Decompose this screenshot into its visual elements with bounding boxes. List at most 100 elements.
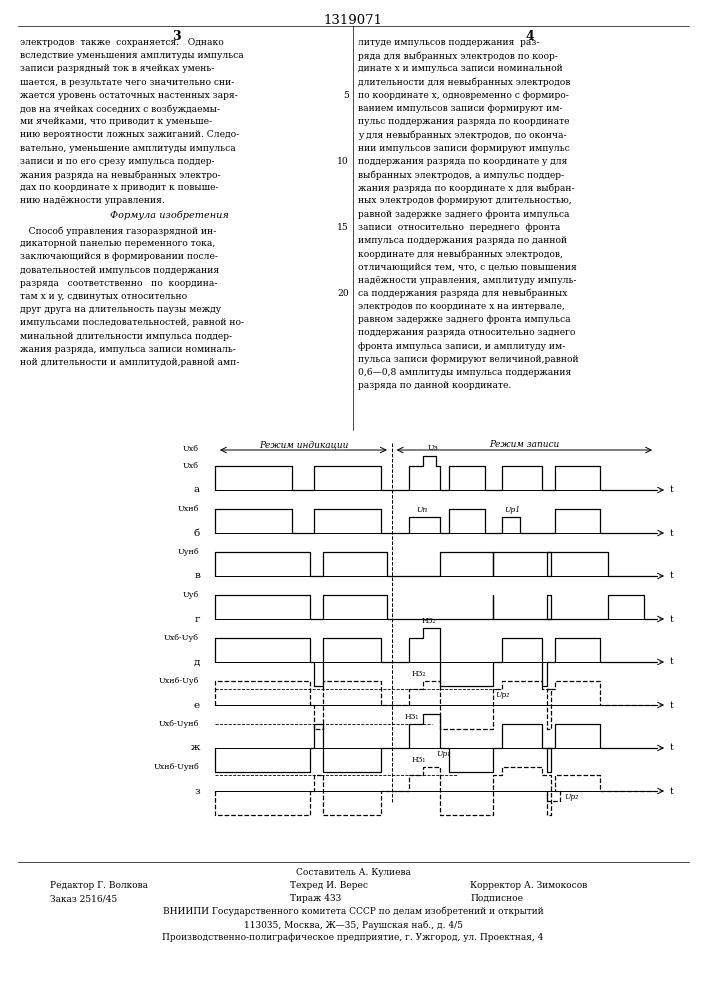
Text: дах по координате x приводит к повыше-: дах по координате x приводит к повыше- bbox=[20, 183, 218, 192]
Text: фронта импульса записи, и амплитуду им-: фронта импульса записи, и амплитуду им- bbox=[358, 342, 566, 351]
Text: 5: 5 bbox=[343, 91, 349, 100]
Text: Uр1: Uр1 bbox=[505, 506, 520, 514]
Text: пульс поддержания разряда по координате: пульс поддержания разряда по координате bbox=[358, 117, 570, 126]
Text: в: в bbox=[194, 572, 200, 580]
Text: 4: 4 bbox=[525, 30, 534, 43]
Text: довательностей импульсов поддержания: довательностей импульсов поддержания bbox=[20, 266, 219, 275]
Text: координате для невыбранных электродов,: координате для невыбранных электродов, bbox=[358, 249, 563, 259]
Text: е: е bbox=[194, 700, 200, 710]
Text: 0,6—0,8 амплитуды импульса поддержания: 0,6—0,8 амплитуды импульса поддержания bbox=[358, 368, 571, 377]
Text: записи разрядный ток в ячейках умень-: записи разрядный ток в ячейках умень- bbox=[20, 64, 214, 73]
Text: по координате x, одновременно с формиро-: по координате x, одновременно с формиро- bbox=[358, 91, 569, 100]
Text: Un: Un bbox=[416, 506, 427, 514]
Text: длительности для невыбранных электродов: длительности для невыбранных электродов bbox=[358, 78, 571, 87]
Text: НЗ₁: НЗ₁ bbox=[405, 713, 419, 721]
Text: t: t bbox=[670, 700, 674, 710]
Text: импульсами последовательностей, равной но-: импульсами последовательностей, равной н… bbox=[20, 318, 244, 327]
Text: Uр₂: Uр₂ bbox=[564, 793, 578, 801]
Text: а: а bbox=[194, 486, 200, 494]
Text: 1319071: 1319071 bbox=[324, 14, 382, 27]
Text: разряда по данной координате.: разряда по данной координате. bbox=[358, 381, 511, 390]
Text: дов на ячейках соседних с возбуждаемы-: дов на ячейках соседних с возбуждаемы- bbox=[20, 104, 220, 113]
Text: Корректор А. Зимокосов: Корректор А. Зимокосов bbox=[470, 881, 588, 890]
Text: 10: 10 bbox=[337, 157, 349, 166]
Text: отличающийся тем, что, с целью повышения: отличающийся тем, что, с целью повышения bbox=[358, 262, 577, 271]
Text: друг друга на длительность паузы между: друг друга на длительность паузы между bbox=[20, 305, 221, 314]
Text: записи  относительно  переднего  фронта: записи относительно переднего фронта bbox=[358, 223, 561, 232]
Text: надёжности управления, амплитуду импуль-: надёжности управления, амплитуду импуль- bbox=[358, 276, 576, 285]
Text: НЗ₁: НЗ₁ bbox=[411, 756, 426, 764]
Text: минальной длительности импульса поддер-: минальной длительности импульса поддер- bbox=[20, 332, 232, 341]
Text: Техред И. Верес: Техред И. Верес bbox=[290, 881, 368, 890]
Text: Uр₁: Uр₁ bbox=[436, 750, 450, 758]
Text: литуде импульсов поддержания  раз-: литуде импульсов поддержания раз- bbox=[358, 38, 539, 47]
Text: t: t bbox=[670, 614, 674, 624]
Text: электродов по координате x на интервале,: электродов по координате x на интервале, bbox=[358, 302, 565, 311]
Text: t: t bbox=[670, 658, 674, 666]
Text: Составитель А. Кулиева: Составитель А. Кулиева bbox=[296, 868, 411, 877]
Text: динате x и импульса записи номинальной: динате x и импульса записи номинальной bbox=[358, 64, 563, 73]
Text: Uхнб: Uхнб bbox=[177, 505, 199, 513]
Text: вательно, уменьшение амплитуды импульса: вательно, уменьшение амплитуды импульса bbox=[20, 144, 235, 153]
Text: ных электродов формируют длительностью,: ных электродов формируют длительностью, bbox=[358, 196, 572, 205]
Text: Uхнб-Uуб: Uхнб-Uуб bbox=[158, 677, 199, 685]
Text: Uхб: Uхб bbox=[183, 445, 199, 453]
Text: импульса поддержания разряда по данной: импульса поддержания разряда по данной bbox=[358, 236, 567, 245]
Text: Uз: Uз bbox=[427, 444, 438, 452]
Text: Uхб: Uхб bbox=[183, 462, 199, 470]
Text: t: t bbox=[670, 528, 674, 538]
Text: Uхб-Uунб: Uхб-Uунб bbox=[158, 720, 199, 728]
Text: выбранных электродов, а импульс поддер-: выбранных электродов, а импульс поддер- bbox=[358, 170, 564, 180]
Text: жания разряда, импульса записи номиналь-: жания разряда, импульса записи номиналь- bbox=[20, 345, 236, 354]
Text: электродов  также  сохраняется.   Однако: электродов также сохраняется. Однако bbox=[20, 38, 223, 47]
Text: ной длительности и амплитудой,равной амп-: ной длительности и амплитудой,равной амп… bbox=[20, 358, 240, 367]
Text: y для невыбранных электродов, по оконча-: y для невыбранных электродов, по оконча- bbox=[358, 130, 566, 140]
Text: 15: 15 bbox=[337, 223, 349, 232]
Text: поддержания разряда по координате y для: поддержания разряда по координате y для bbox=[358, 157, 568, 166]
Text: ми ячейками, что приводит к уменьше-: ми ячейками, что приводит к уменьше- bbox=[20, 117, 212, 126]
Text: НЗ₂: НЗ₂ bbox=[421, 617, 436, 625]
Text: нию надёжности управления.: нию надёжности управления. bbox=[20, 196, 165, 205]
Text: Подписное: Подписное bbox=[470, 894, 523, 903]
Text: Uр₂: Uр₂ bbox=[496, 691, 510, 699]
Text: Uуб: Uуб bbox=[182, 591, 199, 599]
Text: д: д bbox=[194, 658, 200, 666]
Text: вследствие уменьшения амплитуды импульса: вследствие уменьшения амплитуды импульса bbox=[20, 51, 244, 60]
Text: Uхб-Uуб: Uхб-Uуб bbox=[164, 634, 199, 642]
Text: Редактор Г. Волкова: Редактор Г. Волкова bbox=[50, 881, 148, 890]
Text: шается, в результате чего значительно сни-: шается, в результате чего значительно сн… bbox=[20, 78, 235, 87]
Text: t: t bbox=[670, 486, 674, 494]
Text: жания разряда на невыбранных электро-: жания разряда на невыбранных электро- bbox=[20, 170, 221, 180]
Text: ряда для выбранных электродов по коор-: ряда для выбранных электродов по коор- bbox=[358, 51, 558, 61]
Text: равной задержке заднего фронта импульса: равной задержке заднего фронта импульса bbox=[358, 210, 570, 219]
Text: Режим индикации: Режим индикации bbox=[259, 440, 348, 449]
Text: г: г bbox=[194, 614, 200, 624]
Text: там x и y, сдвинутых относительно: там x и y, сдвинутых относительно bbox=[20, 292, 187, 301]
Text: НЗ₂: НЗ₂ bbox=[411, 670, 426, 678]
Text: пульса записи формируют величиной,равной: пульса записи формируют величиной,равной bbox=[358, 355, 578, 364]
Text: Тираж 433: Тираж 433 bbox=[290, 894, 341, 903]
Text: з: з bbox=[194, 786, 200, 796]
Text: 20: 20 bbox=[337, 289, 349, 298]
Text: Uхнб-Uунб: Uхнб-Uунб bbox=[153, 763, 199, 771]
Text: нии импульсов записи формируют импульс: нии импульсов записи формируют импульс bbox=[358, 144, 570, 153]
Text: равном задержке заднего фронта импульса: равном задержке заднего фронта импульса bbox=[358, 315, 571, 324]
Text: Формула изобретения: Формула изобретения bbox=[110, 210, 229, 220]
Text: дикаторной панелью переменного тока,: дикаторной панелью переменного тока, bbox=[20, 239, 215, 248]
Text: Uунб: Uунб bbox=[177, 548, 199, 556]
Text: ж: ж bbox=[191, 744, 200, 752]
Text: Производственно-полиграфическое предприятие, г. Ужгород, ул. Проектная, 4: Производственно-полиграфическое предприя… bbox=[163, 933, 544, 942]
Text: ВНИИПИ Государственного комитета СССР по делам изобретений и открытий: ВНИИПИ Государственного комитета СССР по… bbox=[163, 907, 544, 916]
Text: заключающийся в формировании после-: заключающийся в формировании после- bbox=[20, 252, 218, 261]
Text: Заказ 2516/45: Заказ 2516/45 bbox=[50, 894, 117, 903]
Text: ванием импульсов записи формируют им-: ванием импульсов записи формируют им- bbox=[358, 104, 563, 113]
Text: 113035, Москва, Ж—35, Раушская наб., д. 4/5: 113035, Москва, Ж—35, Раушская наб., д. … bbox=[243, 920, 462, 930]
Text: Режим записи: Режим записи bbox=[489, 440, 559, 449]
Text: Способ управления газоразрядной ин-: Способ управления газоразрядной ин- bbox=[20, 226, 216, 235]
Text: жается уровень остаточных настенных заря-: жается уровень остаточных настенных заря… bbox=[20, 91, 238, 100]
Text: t: t bbox=[670, 572, 674, 580]
Text: са поддержания разряда для невыбранных: са поддержания разряда для невыбранных bbox=[358, 289, 568, 298]
Text: t: t bbox=[670, 744, 674, 752]
Text: 3: 3 bbox=[172, 30, 180, 43]
Text: жания разряда по координате x для выбран-: жания разряда по координате x для выбран… bbox=[358, 183, 575, 193]
